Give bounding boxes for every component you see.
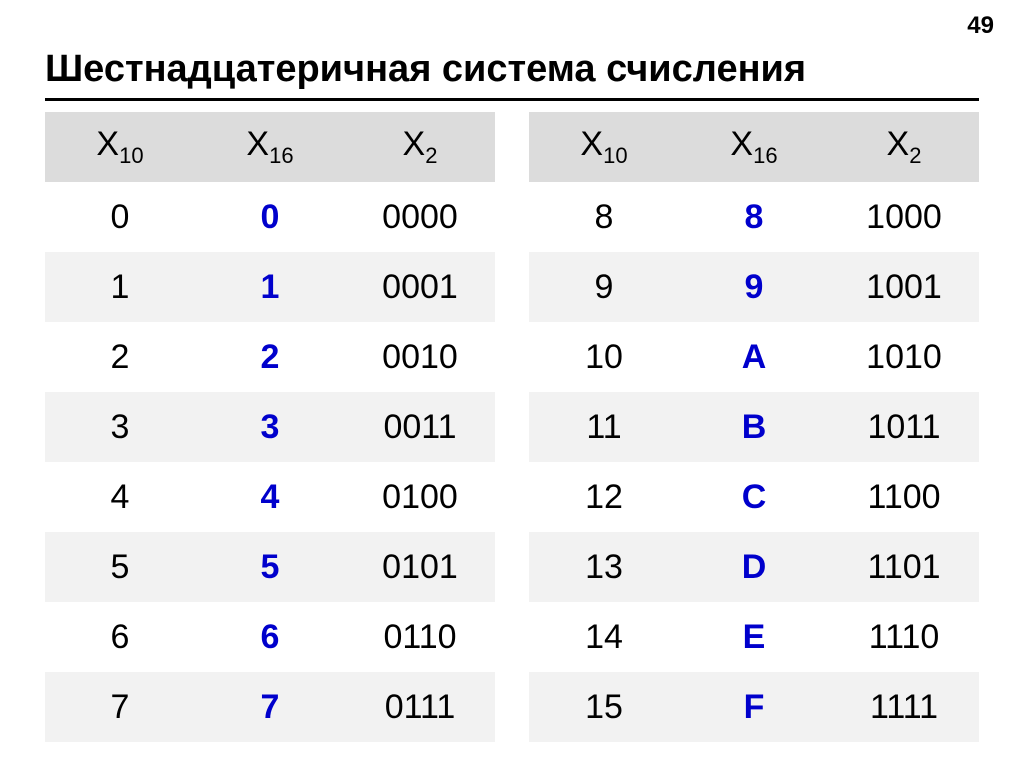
cell-hex: 4 [195, 462, 345, 532]
cell-binary: 1111 [829, 672, 979, 742]
cell-decimal: 13 [529, 532, 679, 602]
cell-binary: 0010 [345, 322, 495, 392]
slide-title: Шестнадцатеричная система счисления [45, 48, 806, 91]
title-underline [45, 98, 979, 101]
cell-binary: 1000 [829, 182, 979, 252]
cell-hex: 6 [195, 602, 345, 672]
cell-hex: 3 [195, 392, 345, 462]
table-row: 770111 [45, 672, 495, 742]
cell-hex: C [679, 462, 829, 532]
table-row: 12C1100 [529, 462, 979, 532]
col-header-binary: X2 [829, 112, 979, 182]
table-row: 11B1011 [529, 392, 979, 462]
cell-decimal: 3 [45, 392, 195, 462]
cell-binary: 0111 [345, 672, 495, 742]
table-row: 110001 [45, 252, 495, 322]
cell-binary: 0101 [345, 532, 495, 602]
cell-hex: B [679, 392, 829, 462]
cell-binary: 0100 [345, 462, 495, 532]
cell-hex: 7 [195, 672, 345, 742]
cell-decimal: 14 [529, 602, 679, 672]
cell-decimal: 0 [45, 182, 195, 252]
cell-decimal: 8 [529, 182, 679, 252]
cell-decimal: 9 [529, 252, 679, 322]
cell-hex: 5 [195, 532, 345, 602]
cell-binary: 1100 [829, 462, 979, 532]
col-header-hex: X16 [679, 112, 829, 182]
table-row: 881000 [529, 182, 979, 252]
cell-decimal: 5 [45, 532, 195, 602]
table-row: 440100 [45, 462, 495, 532]
cell-binary: 0110 [345, 602, 495, 672]
cell-hex: 0 [195, 182, 345, 252]
page-number: 49 [967, 12, 994, 40]
conversion-table-right: X10 X16 X2 88100099100110A101011B101112C… [529, 112, 979, 742]
table-row: 330011 [45, 392, 495, 462]
tables-container: X10 X16 X2 00000011000122001033001144010… [45, 112, 979, 742]
cell-decimal: 1 [45, 252, 195, 322]
table-row: 10A1010 [529, 322, 979, 392]
table-row: 660110 [45, 602, 495, 672]
table-row: 550101 [45, 532, 495, 602]
table-row: 991001 [529, 252, 979, 322]
cell-decimal: 4 [45, 462, 195, 532]
cell-hex: F [679, 672, 829, 742]
left-tbody: 0000001100012200103300114401005501016601… [45, 182, 495, 742]
right-tbody: 88100099100110A101011B101112C110013D1101… [529, 182, 979, 742]
col-header-decimal: X10 [45, 112, 195, 182]
cell-decimal: 11 [529, 392, 679, 462]
cell-decimal: 2 [45, 322, 195, 392]
table-row: 220010 [45, 322, 495, 392]
col-header-decimal: X10 [529, 112, 679, 182]
cell-decimal: 10 [529, 322, 679, 392]
cell-binary: 0000 [345, 182, 495, 252]
cell-decimal: 7 [45, 672, 195, 742]
cell-binary: 0001 [345, 252, 495, 322]
cell-binary: 1001 [829, 252, 979, 322]
table-row: 000000 [45, 182, 495, 252]
cell-binary: 0011 [345, 392, 495, 462]
table-row: 15F1111 [529, 672, 979, 742]
cell-hex: 2 [195, 322, 345, 392]
col-header-binary: X2 [345, 112, 495, 182]
cell-binary: 1011 [829, 392, 979, 462]
cell-hex: 1 [195, 252, 345, 322]
cell-hex: D [679, 532, 829, 602]
cell-binary: 1010 [829, 322, 979, 392]
cell-hex: E [679, 602, 829, 672]
col-header-hex: X16 [195, 112, 345, 182]
cell-decimal: 15 [529, 672, 679, 742]
cell-hex: 8 [679, 182, 829, 252]
cell-decimal: 6 [45, 602, 195, 672]
table-row: 14E1110 [529, 602, 979, 672]
conversion-table-left: X10 X16 X2 00000011000122001033001144010… [45, 112, 495, 742]
cell-hex: 9 [679, 252, 829, 322]
cell-binary: 1101 [829, 532, 979, 602]
cell-binary: 1110 [829, 602, 979, 672]
cell-hex: A [679, 322, 829, 392]
table-row: 13D1101 [529, 532, 979, 602]
cell-decimal: 12 [529, 462, 679, 532]
